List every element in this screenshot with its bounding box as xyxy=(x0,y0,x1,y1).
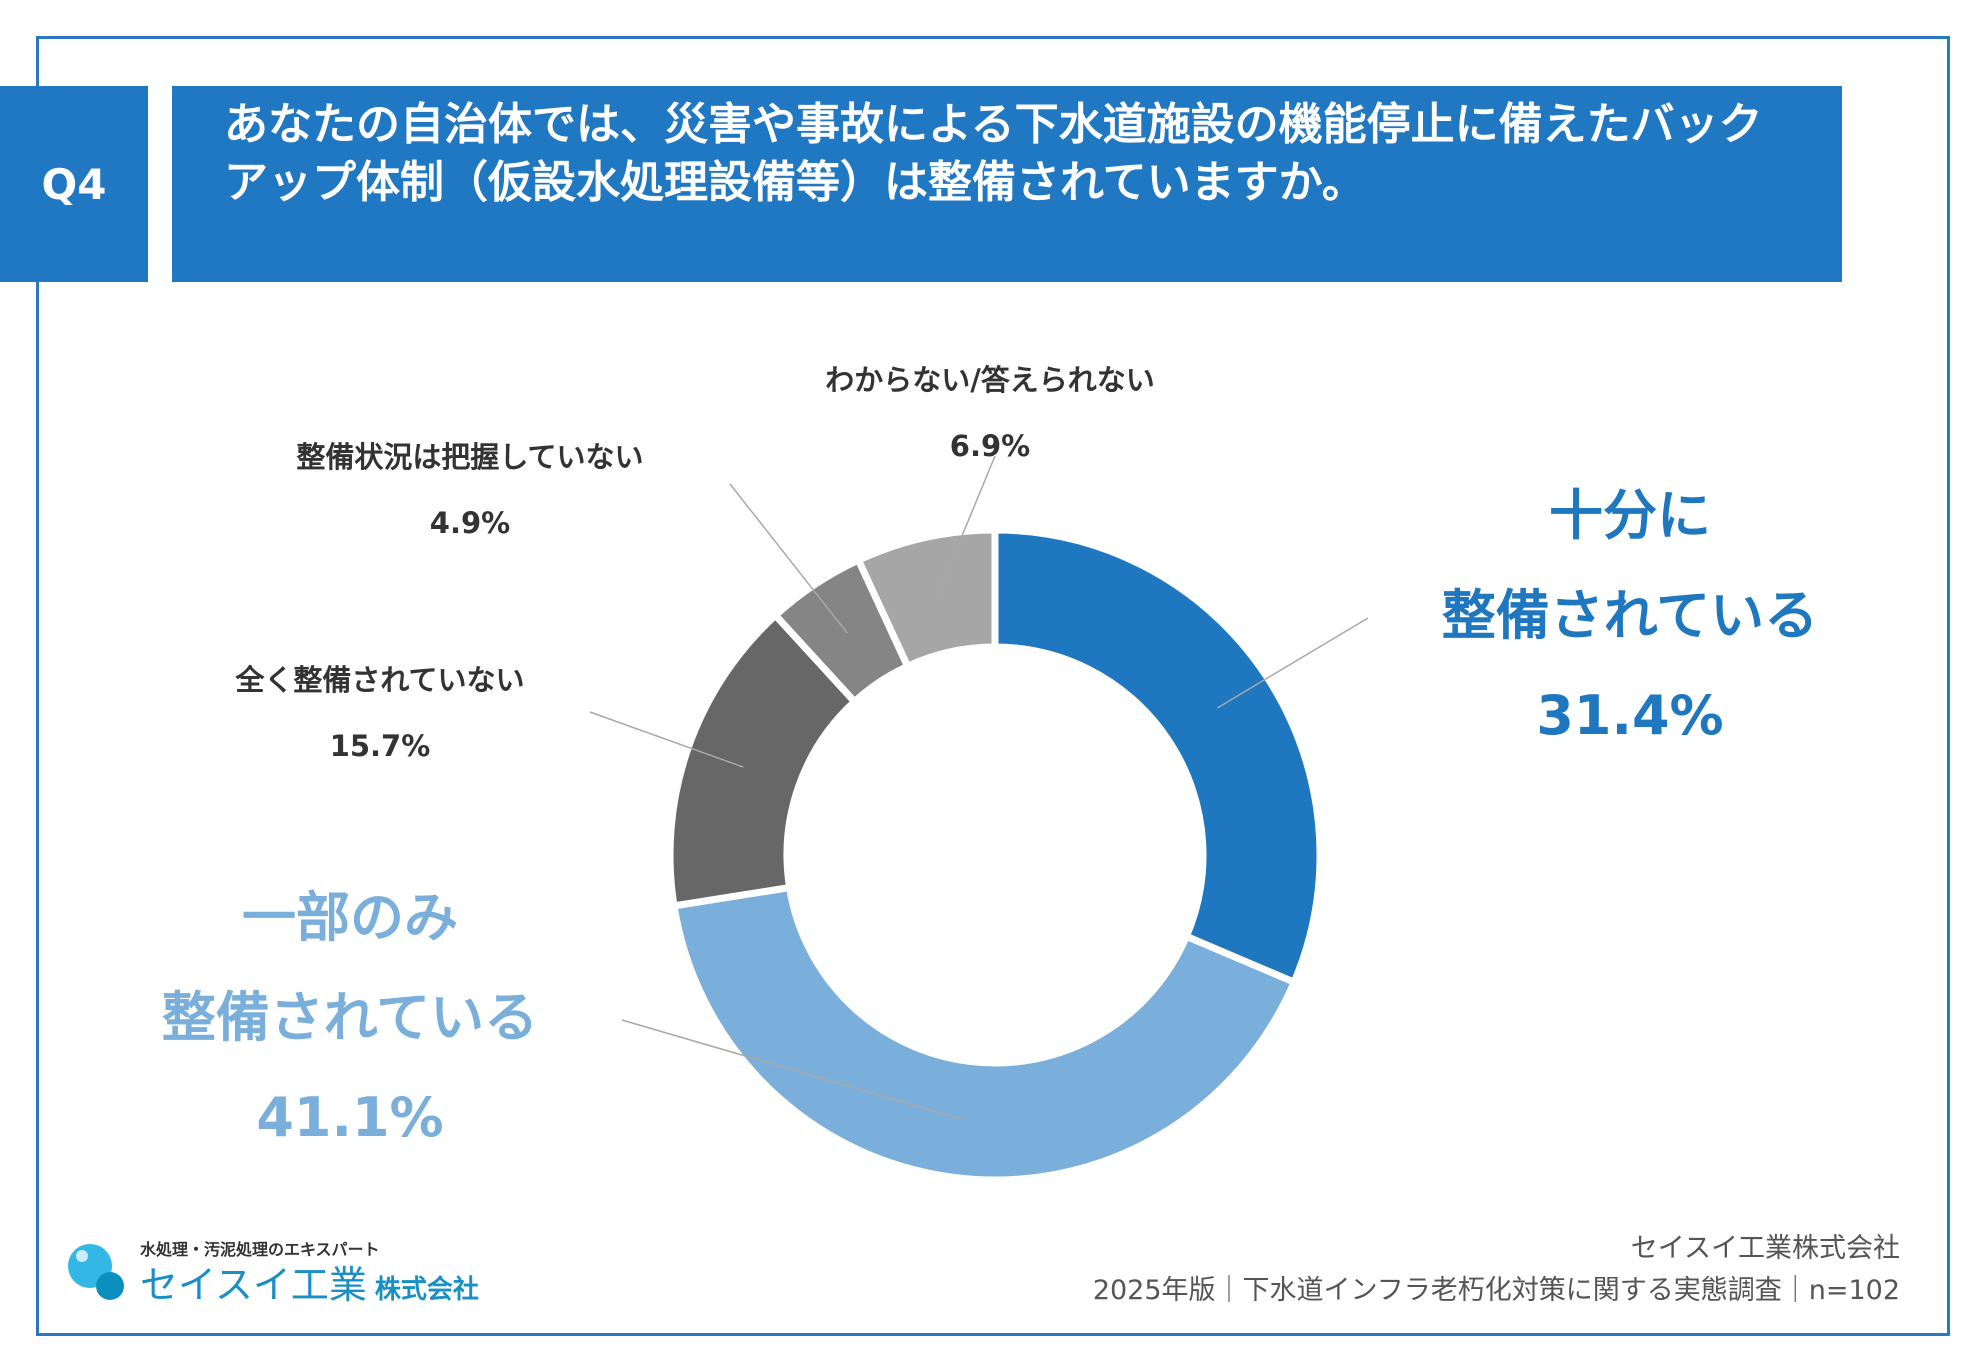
slice-partially-prepared xyxy=(669,883,1299,1184)
label-fully-value: 31.4% xyxy=(1536,684,1724,747)
footer-survey: 2025年版｜下水道インフラ老朽化対策に関する実態調査｜n=102 xyxy=(1092,1275,1900,1306)
slice-unknown-status-leader-line xyxy=(729,483,848,634)
label-not-prepared-text: 全く整備されていない xyxy=(235,663,525,697)
label-fully-prepared: 十分に 整備されている 31.4% xyxy=(1390,466,1870,766)
label-partially-prepared: 一部のみ 整備されている 41.1% xyxy=(110,868,590,1168)
slice-dont-know xyxy=(853,526,999,671)
slice-fully-prepared xyxy=(991,526,1324,987)
logo-corp: 株式会社 xyxy=(374,1275,479,1305)
slice-dont-know-leader-line xyxy=(936,455,996,596)
slice-partially-prepared-leader-line xyxy=(621,1019,963,1121)
logo-tagline: 水処理・汚泥処理のエキスパート xyxy=(140,1240,380,1259)
footer-source: セイスイ工業株式会社 2025年版｜下水道インフラ老朽化対策に関する実態調査｜n… xyxy=(1093,1228,1900,1312)
frame-border xyxy=(36,36,1950,1336)
label-fully-line2: 整備されている xyxy=(1441,584,1819,647)
label-partial-value: 41.1% xyxy=(256,1086,444,1149)
slice-fully-prepared-leader-line xyxy=(1216,617,1369,709)
company-logo: 水処理・汚泥処理のエキスパート セイスイ工業 株式会社 xyxy=(64,1236,504,1309)
label-dont-know-text: わからない/答えられない xyxy=(825,363,1155,397)
label-not-prepared-value: 15.7% xyxy=(329,729,431,763)
logo-mark-icon xyxy=(68,1244,124,1300)
question-number-badge: Q4 xyxy=(0,86,148,282)
slice-not-prepared-leader-line xyxy=(589,711,744,768)
label-fully-line1: 十分に xyxy=(1549,484,1711,547)
label-partial-line1: 一部のみ xyxy=(242,886,458,949)
logo-company-name: セイスイ工業 xyxy=(140,1263,367,1307)
label-unknown-status-value: 4.9% xyxy=(429,506,511,540)
label-unknown-status: 整備状況は把握していない 4.9% xyxy=(230,424,710,556)
logo-name: セイスイ工業 株式会社 xyxy=(140,1254,479,1309)
label-partial-line2: 整備されている xyxy=(161,986,539,1049)
label-unknown-status-text: 整備状況は把握していない xyxy=(296,440,644,474)
footer-company: セイスイ工業株式会社 xyxy=(1630,1233,1900,1264)
label-dont-know: わからない/答えられない 6.9% xyxy=(760,347,1220,479)
label-not-prepared: 全く整備されていない 15.7% xyxy=(170,647,590,779)
question-title: あなたの自治体では、災害や事故による下水道施設の機能停止に備えたバックアップ体制… xyxy=(172,86,1842,282)
label-dont-know-value: 6.9% xyxy=(949,429,1031,463)
